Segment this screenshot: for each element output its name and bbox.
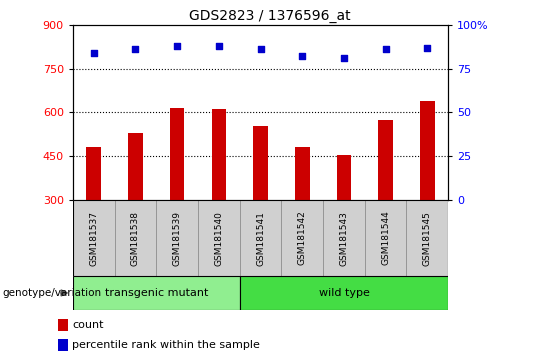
Text: percentile rank within the sample: percentile rank within the sample — [72, 339, 260, 350]
Bar — [407, 200, 448, 276]
Text: wild type: wild type — [319, 288, 369, 298]
Text: GSM181545: GSM181545 — [423, 211, 432, 266]
Text: GSM181540: GSM181540 — [214, 211, 224, 266]
Text: genotype/variation: genotype/variation — [3, 288, 102, 298]
Bar — [73, 276, 240, 310]
Bar — [323, 200, 365, 276]
Bar — [114, 200, 156, 276]
Bar — [73, 200, 114, 276]
Point — [256, 46, 265, 52]
Text: GSM181538: GSM181538 — [131, 211, 140, 266]
Text: GSM181544: GSM181544 — [381, 211, 390, 266]
Text: GSM181541: GSM181541 — [256, 211, 265, 266]
Point — [173, 43, 181, 48]
Bar — [336, 155, 351, 200]
Bar — [156, 200, 198, 276]
Text: count: count — [72, 320, 104, 330]
Point — [90, 50, 98, 56]
Bar — [212, 109, 226, 200]
Bar — [379, 120, 393, 200]
Text: GDS2823 / 1376596_at: GDS2823 / 1376596_at — [189, 9, 351, 23]
Point — [131, 46, 140, 52]
Point — [214, 43, 223, 48]
Point — [340, 55, 348, 61]
Bar — [58, 319, 68, 331]
Bar — [128, 133, 143, 200]
Bar — [198, 200, 240, 276]
Text: GSM181542: GSM181542 — [298, 211, 307, 266]
Point — [423, 45, 431, 50]
Bar — [170, 108, 185, 200]
Bar — [281, 200, 323, 276]
Point — [381, 46, 390, 52]
Bar — [420, 101, 435, 200]
Text: GSM181537: GSM181537 — [89, 211, 98, 266]
Bar — [295, 147, 309, 200]
Bar — [253, 126, 268, 200]
Bar — [240, 200, 281, 276]
Text: transgenic mutant: transgenic mutant — [105, 288, 208, 298]
Bar — [240, 276, 448, 310]
Bar — [86, 147, 101, 200]
Point — [298, 53, 307, 59]
Text: GSM181543: GSM181543 — [340, 211, 348, 266]
Text: GSM181539: GSM181539 — [173, 211, 181, 266]
Bar — [58, 339, 68, 350]
Bar — [365, 200, 407, 276]
